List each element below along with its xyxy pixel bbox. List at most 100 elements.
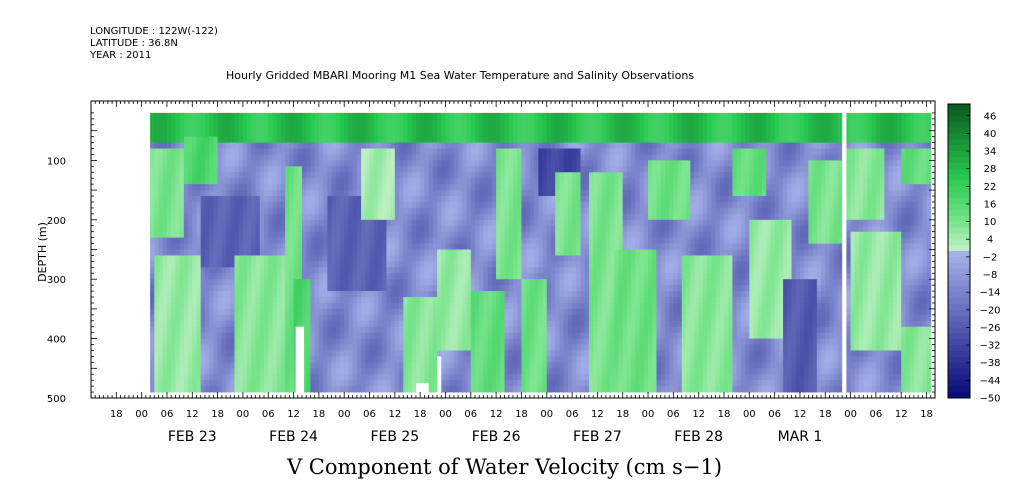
- heatmap-cell: [361, 237, 366, 244]
- heatmap-cell: [264, 368, 269, 375]
- heatmap-cell: [517, 184, 522, 191]
- heatmap-cell: [335, 154, 341, 161]
- heatmap-cell: [525, 207, 531, 215]
- heatmap-cell: [593, 243, 598, 250]
- heatmap-cell: [517, 142, 522, 149]
- heatmap-cell: [491, 279, 497, 286]
- heatmap-cell: [496, 374, 501, 381]
- heatmap-cell: [441, 338, 446, 345]
- heatmap-cell: [403, 332, 408, 339]
- heatmap-cell: [470, 255, 476, 262]
- heatmap-cell: [567, 130, 573, 138]
- heatmap-cell: [162, 314, 168, 322]
- heatmap-cell: [356, 166, 362, 173]
- heatmap-cell: [563, 154, 569, 161]
- heatmap-cell: [369, 374, 375, 381]
- heatmap-cell: [264, 279, 269, 286]
- heatmap-cell: [196, 112, 202, 120]
- heatmap-cell: [213, 368, 218, 375]
- heatmap-cell: [234, 320, 240, 328]
- heatmap-cell: [369, 386, 375, 393]
- heatmap-cell: [483, 160, 489, 167]
- heatmap-cell: [390, 213, 396, 221]
- heatmap-cell: [192, 237, 197, 244]
- heatmap-cell: [500, 243, 505, 250]
- heatmap-cell: [306, 184, 311, 191]
- heatmap-cell: [264, 154, 269, 161]
- heatmap-cell: [584, 160, 590, 167]
- heatmap-cell: [196, 380, 202, 387]
- heatmap-cell: [390, 166, 396, 173]
- heatmap-cell: [399, 124, 404, 132]
- heatmap-cell: [475, 136, 480, 143]
- heatmap-cell: [555, 112, 560, 120]
- heatmap-cell: [546, 178, 552, 185]
- heatmap-cell: [386, 267, 392, 274]
- heatmap-cell: [179, 380, 185, 387]
- heatmap-cell: [217, 136, 223, 143]
- heatmap-cell: [399, 356, 404, 363]
- heatmap-cell: [310, 267, 316, 274]
- heatmap-cell: [196, 273, 202, 280]
- heatmap-cell: [171, 356, 176, 363]
- heatmap-cell: [251, 362, 256, 369]
- heatmap-cell: [453, 190, 459, 197]
- heatmap-cell: [247, 267, 252, 274]
- heatmap-cell: [470, 136, 476, 143]
- heatmap-cell: [297, 178, 303, 185]
- heatmap-cell: [251, 213, 256, 221]
- heatmap-cell: [386, 160, 392, 167]
- heatmap-cell: [276, 302, 282, 310]
- heatmap-cell: [255, 184, 261, 191]
- heatmap-cell: [534, 297, 539, 304]
- heatmap-cell: [183, 213, 189, 221]
- heatmap-cell: [179, 314, 185, 322]
- heatmap-cell: [390, 267, 396, 274]
- heatmap-cell: [377, 308, 383, 316]
- heatmap-cell: [593, 350, 598, 357]
- heatmap-cell: [327, 201, 332, 209]
- heatmap-cell: [276, 184, 282, 191]
- heatmap-cell: [517, 386, 522, 393]
- heatmap-cell: [415, 243, 421, 250]
- heatmap-cell: [555, 374, 560, 381]
- heatmap-cell: [204, 267, 210, 274]
- heatmap-cell: [213, 255, 218, 262]
- heatmap-cell: [584, 344, 590, 351]
- heatmap-cell: [496, 368, 501, 375]
- heatmap-cell: [183, 267, 189, 274]
- heatmap-cell: [166, 148, 172, 155]
- heatmap-cell: [221, 261, 227, 268]
- heatmap-cell: [162, 338, 168, 345]
- heatmap-cell: [183, 326, 189, 334]
- heatmap-cell: [259, 196, 265, 203]
- heatmap-cell: [407, 338, 413, 345]
- heatmap-cell: [593, 130, 598, 138]
- heatmap-cell: [361, 118, 366, 126]
- heatmap-cell: [331, 118, 337, 126]
- heatmap-cell: [204, 356, 210, 363]
- heatmap-cell: [238, 118, 244, 126]
- heatmap-cell: [399, 320, 404, 328]
- heatmap-cell: [517, 213, 522, 221]
- heatmap-cell: [289, 148, 294, 155]
- heatmap-cell: [318, 356, 324, 363]
- heatmap-cell: [563, 148, 569, 155]
- heatmap-cell: [335, 386, 341, 393]
- heatmap-cell: [546, 368, 552, 375]
- heatmap-cell: [529, 326, 535, 334]
- heatmap-cell: [238, 231, 244, 239]
- heatmap-cell: [285, 219, 290, 227]
- heatmap-cell: [487, 219, 493, 227]
- heatmap-cell: [441, 130, 446, 138]
- heatmap-cell: [356, 154, 362, 161]
- heatmap-cell: [209, 326, 214, 334]
- heatmap-cell: [542, 338, 548, 345]
- heatmap-cell: [593, 255, 598, 262]
- heatmap-cell: [192, 291, 197, 298]
- heatmap-cell: [496, 314, 501, 322]
- heatmap-cell: [377, 285, 383, 292]
- heatmap-cell: [487, 302, 493, 310]
- heatmap-cell: [441, 380, 446, 387]
- heatmap-cell: [268, 285, 273, 292]
